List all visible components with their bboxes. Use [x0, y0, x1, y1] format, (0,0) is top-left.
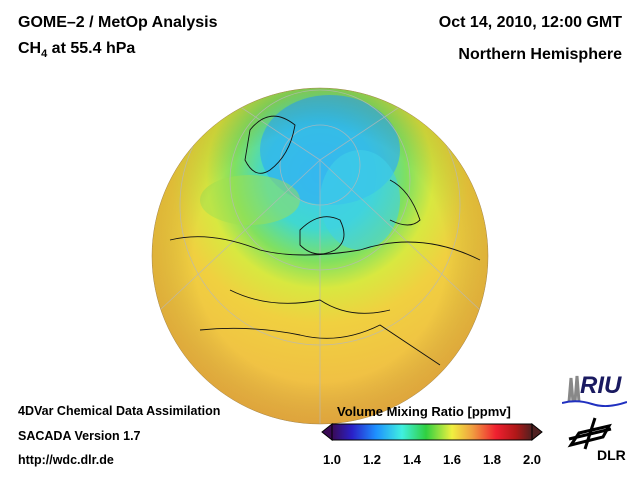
- riu-logo: RIU: [562, 372, 627, 407]
- species: CH: [18, 40, 42, 57]
- colorbar-tick: 1.8: [482, 452, 502, 467]
- footer-method: 4DVar Chemical Data Assimilation: [18, 404, 221, 418]
- species-subscript: 4: [41, 48, 48, 61]
- dlr-logo: DLR: [565, 415, 626, 465]
- dlr-text: DLR: [597, 447, 626, 463]
- colorbar: [321, 422, 543, 442]
- colorbar-title: Volume Mixing Ratio [ppmv]: [337, 404, 511, 419]
- colorbar-tick: 1.2: [362, 452, 382, 467]
- colorbar-tick: 2.0: [522, 452, 542, 467]
- colorbar-tick: 1.6: [442, 452, 462, 467]
- colorbar-gradient: [331, 423, 533, 441]
- title-line1: GOME–2 / MetOp Analysis: [18, 14, 218, 31]
- title-line2: CH4 at 55.4 hPa: [18, 40, 135, 60]
- footer-link[interactable]: http://wdc.dlr.de: [18, 453, 114, 467]
- colorbar-tick: 1.4: [402, 452, 422, 467]
- region: Northern Hemisphere: [458, 46, 622, 63]
- pressure-level: at 55.4 hPa: [47, 40, 136, 57]
- riu-text: RIU: [580, 372, 622, 399]
- wave-icon: [562, 400, 627, 407]
- cathedral-icon: [567, 375, 581, 403]
- footer-version: SACADA Version 1.7: [18, 429, 141, 443]
- colorbar-tick: 1.0: [322, 452, 342, 467]
- dlr-emblem-icon: [567, 417, 612, 450]
- datetime: Oct 14, 2010, 12:00 GMT: [438, 14, 622, 31]
- colorbar-max-arrow: [531, 422, 543, 442]
- colorbar-min-arrow: [321, 422, 333, 442]
